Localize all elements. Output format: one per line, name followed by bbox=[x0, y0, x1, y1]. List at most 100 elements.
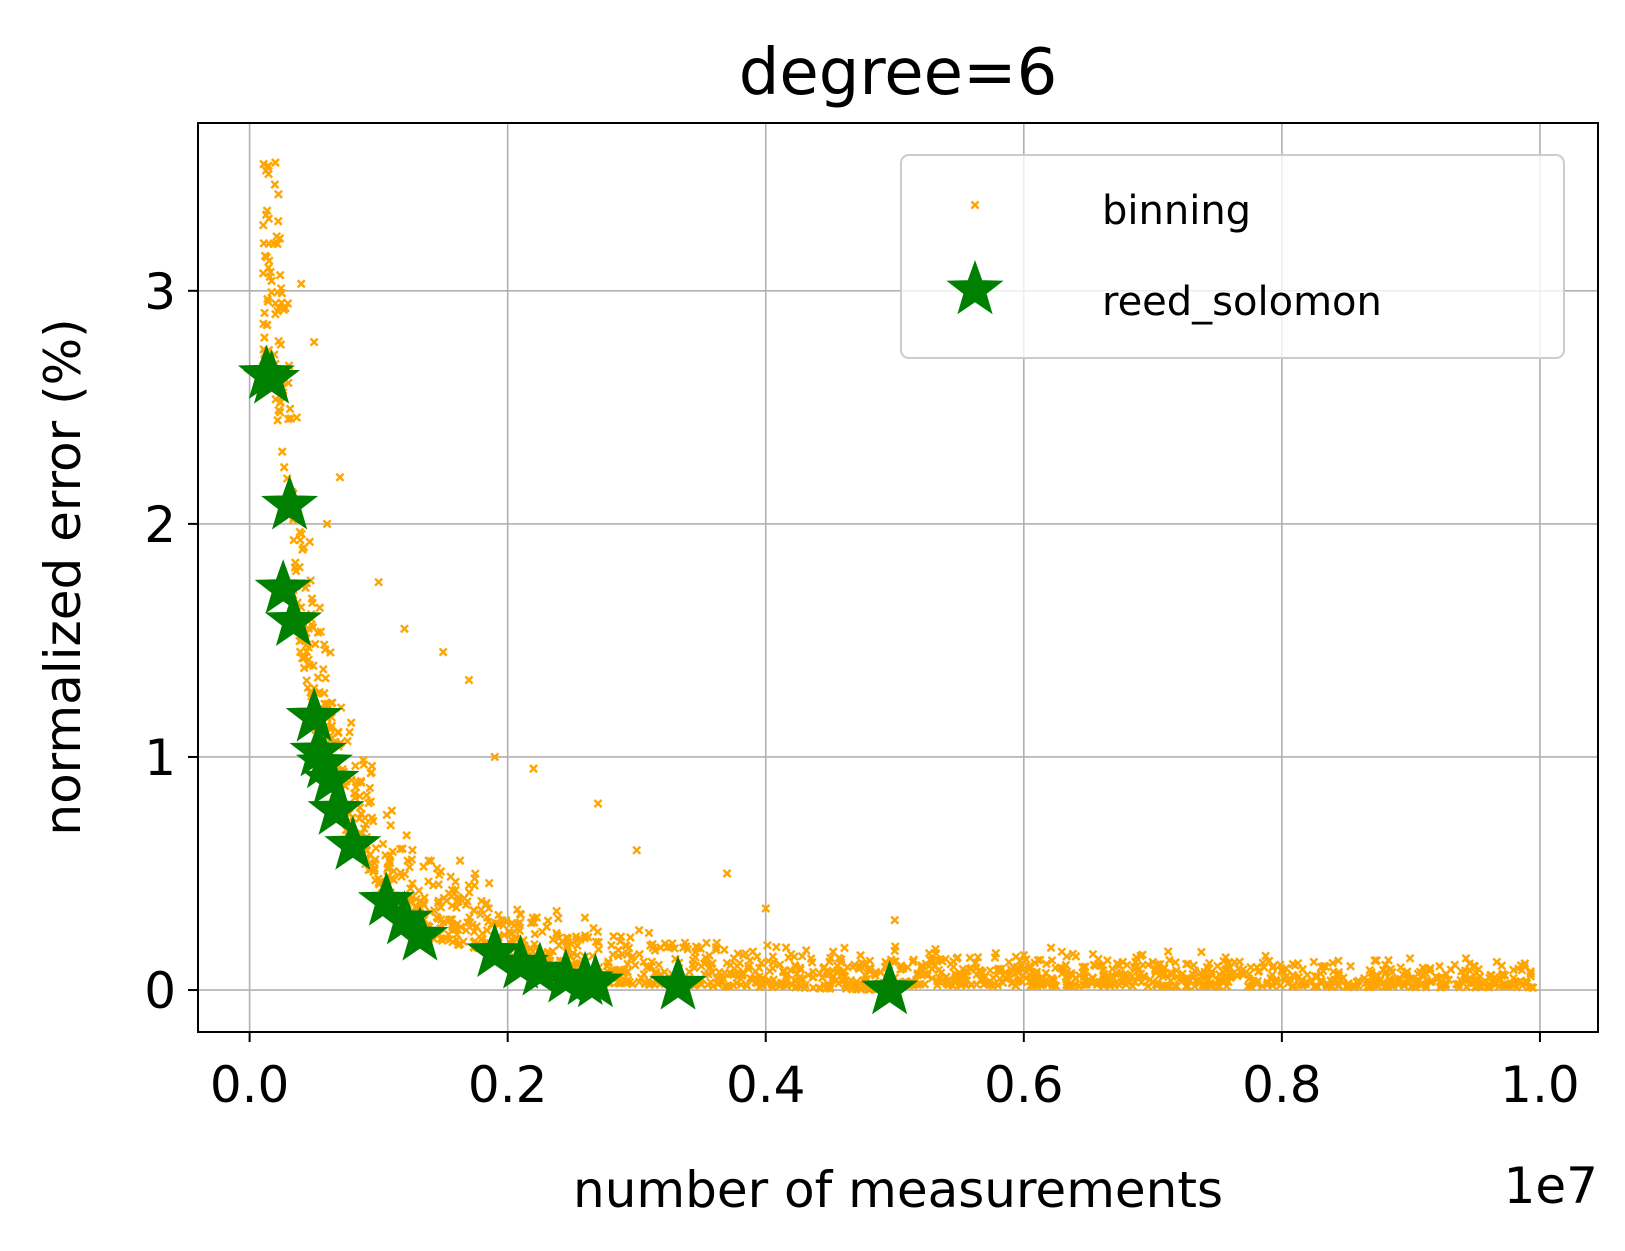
binning-point bbox=[1254, 966, 1264, 976]
binning-point bbox=[529, 764, 538, 774]
binning-point bbox=[277, 447, 287, 457]
binning-point bbox=[1444, 975, 1454, 985]
binning-point bbox=[834, 953, 844, 963]
binning-point bbox=[650, 968, 660, 978]
binning-point bbox=[274, 336, 284, 346]
binning-point bbox=[973, 952, 983, 962]
reed-solomon-point bbox=[391, 906, 449, 961]
binning-point bbox=[1014, 975, 1024, 985]
binning-point bbox=[299, 663, 309, 673]
binning-point bbox=[1183, 981, 1193, 991]
binning-point bbox=[1509, 965, 1518, 975]
binning-point bbox=[1114, 980, 1124, 990]
binning-point bbox=[497, 916, 507, 925]
binning-point bbox=[706, 977, 716, 987]
binning-point bbox=[275, 407, 285, 417]
binning-point bbox=[1138, 950, 1147, 960]
binning-point bbox=[469, 906, 479, 916]
binning-point bbox=[270, 180, 280, 189]
binning-point bbox=[295, 535, 305, 545]
binning-point bbox=[411, 901, 421, 911]
binning-point bbox=[274, 189, 283, 199]
binning-point bbox=[768, 952, 778, 962]
binning-point bbox=[507, 934, 517, 944]
binning-point bbox=[978, 975, 988, 985]
binning-point bbox=[865, 956, 875, 966]
binning-point bbox=[767, 979, 777, 989]
binning-point bbox=[414, 886, 424, 896]
binning-point bbox=[870, 971, 880, 980]
binning-point bbox=[1436, 982, 1446, 992]
binning-point bbox=[786, 949, 796, 959]
binning-point bbox=[350, 761, 360, 771]
binning-point bbox=[297, 529, 306, 539]
binning-point bbox=[1139, 971, 1149, 981]
binning-point bbox=[359, 760, 369, 769]
binning-point bbox=[1212, 981, 1222, 991]
binning-point bbox=[707, 967, 717, 977]
binning-point bbox=[840, 971, 850, 981]
binning-point bbox=[263, 263, 273, 273]
binning-point bbox=[803, 970, 813, 980]
binning-point bbox=[1327, 982, 1336, 992]
binning-point bbox=[630, 960, 640, 970]
binning-point bbox=[691, 941, 701, 951]
binning-point bbox=[1068, 949, 1078, 959]
binning-point bbox=[1485, 973, 1494, 983]
binning-point bbox=[1238, 970, 1248, 980]
binning-point bbox=[639, 969, 649, 979]
binning-point bbox=[530, 929, 540, 939]
binning-point bbox=[1026, 981, 1036, 991]
binning-point bbox=[771, 942, 781, 952]
binning-point bbox=[623, 959, 633, 969]
binning-point bbox=[434, 870, 444, 880]
binning-point bbox=[402, 830, 412, 840]
binning-point bbox=[801, 945, 811, 955]
binning-point bbox=[359, 824, 369, 833]
binning-point bbox=[1120, 973, 1130, 983]
binning-point bbox=[934, 965, 944, 975]
binning-point bbox=[512, 905, 522, 915]
y-tick-label: 1 bbox=[144, 729, 176, 787]
binning-point bbox=[444, 915, 454, 925]
binning-point bbox=[841, 981, 851, 990]
binning-point bbox=[1460, 966, 1470, 976]
plot-frame bbox=[197, 122, 1599, 1033]
binning-point bbox=[1148, 978, 1158, 987]
binning-point bbox=[714, 967, 724, 977]
binning-point bbox=[270, 309, 280, 319]
binning-point bbox=[1224, 958, 1234, 968]
binning-point bbox=[607, 940, 616, 950]
binning-point bbox=[1019, 950, 1029, 960]
reed-solomon-point bbox=[264, 591, 322, 647]
binning-point bbox=[470, 873, 480, 883]
x-axis-label: number of measurements bbox=[573, 1161, 1223, 1219]
binning-point bbox=[704, 951, 714, 960]
binning-point bbox=[684, 967, 694, 977]
binning-point bbox=[448, 937, 458, 947]
binning-point bbox=[456, 922, 466, 932]
binning-point bbox=[916, 962, 926, 972]
binning-point bbox=[1277, 966, 1287, 976]
reed-solomon-point bbox=[302, 750, 360, 805]
binning-point bbox=[752, 952, 762, 962]
binning-point bbox=[490, 752, 500, 762]
binning-point bbox=[326, 647, 335, 657]
binning-point bbox=[1317, 962, 1327, 972]
binning-point bbox=[396, 868, 406, 878]
binning-point bbox=[408, 845, 417, 855]
binning-point bbox=[395, 844, 405, 854]
binning-point bbox=[1405, 953, 1415, 963]
binning-point bbox=[1049, 979, 1059, 989]
binning-point bbox=[825, 982, 835, 992]
binning-point bbox=[1024, 963, 1034, 972]
binning-point bbox=[817, 973, 827, 983]
legend-binning-marker bbox=[970, 200, 980, 210]
binning-point bbox=[1246, 962, 1256, 972]
binning-point bbox=[1174, 974, 1184, 984]
binning-point bbox=[790, 960, 800, 970]
reed-solomon-point bbox=[466, 922, 524, 978]
binning-point bbox=[738, 950, 748, 960]
binning-point bbox=[993, 980, 1003, 990]
reed-solomon-point bbox=[254, 559, 312, 614]
